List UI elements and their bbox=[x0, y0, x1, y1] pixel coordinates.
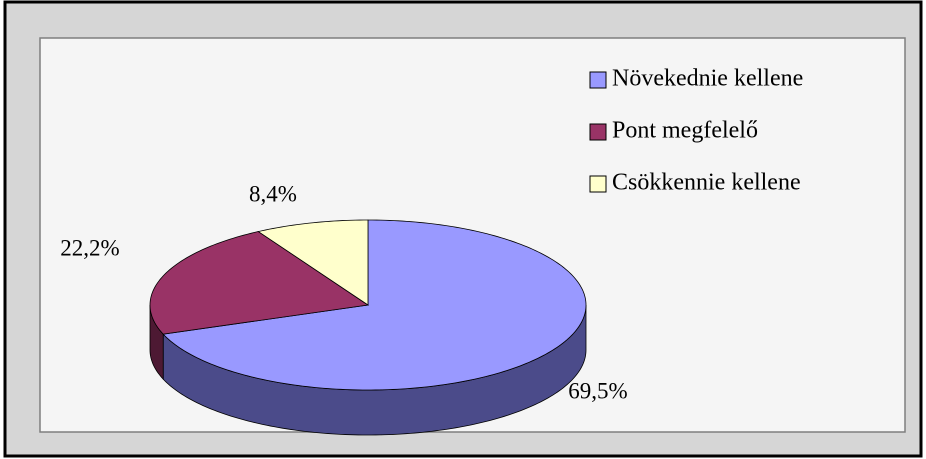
legend-label: Növekednie kellene bbox=[612, 66, 803, 92]
legend-swatch bbox=[589, 71, 607, 89]
slice bbox=[149, 231, 370, 335]
legend-swatch bbox=[589, 175, 607, 193]
pie-sides bbox=[149, 304, 587, 436]
value-labels: 69,5% 22,2% 8,4% bbox=[60, 181, 627, 403]
legend-label: Csökkennie kellene bbox=[612, 170, 801, 196]
value-label: 22,2% bbox=[60, 235, 119, 260]
value-label: 8,4% bbox=[249, 181, 297, 206]
legend: Növekednie kellene Pont megfelelő Csökkenn… bbox=[589, 66, 803, 196]
pie-tops bbox=[149, 219, 587, 391]
legend-swatch bbox=[589, 123, 607, 141]
slice bbox=[162, 219, 587, 391]
slice bbox=[257, 219, 369, 306]
value-label: 69,5% bbox=[568, 378, 627, 403]
legend-label: Pont megfelelő bbox=[612, 118, 758, 144]
